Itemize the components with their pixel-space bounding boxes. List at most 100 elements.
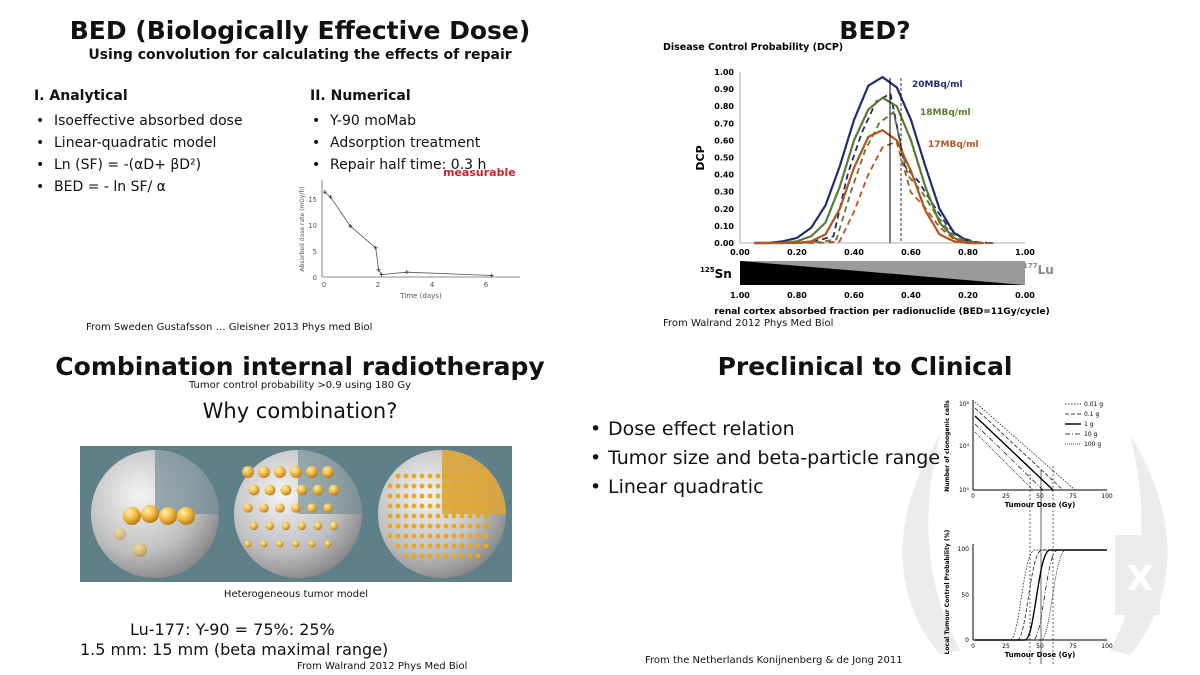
dose-rate-ylabel: Absorbed dose rate (mGy/h) [299,186,306,271]
top-xtick: 0 [971,493,975,500]
analytical-item: Isoeffective absorbed dose [34,110,243,132]
preclinical-source: From the Netherlands Konijnenberg & de J… [645,655,903,666]
top-xtick: 50 [1036,493,1044,500]
dcp-bottom-tick: 0.20 [958,291,978,300]
bottom-xlabel: Tumour Dose (Gy) [1005,651,1076,659]
dose-rate-ytick: 0 [313,274,317,282]
dcp-xtick-label: 0.40 [844,248,864,257]
dose-rate-point [373,245,378,250]
bed-source: From Sweden Gustafsson … Gleisner 2013 P… [86,322,373,333]
dose-rate-xtick: 4 [430,281,435,289]
dcp-annotation-18: 18MBq/ml [920,108,971,118]
analytical-item: Ln (SF) = -(αD+ βD²) [34,154,243,176]
bed-question-title: BED? [839,16,911,45]
dose-rate-ytick: 15 [308,196,317,204]
dcp-ytick-label: 0.40 [714,171,734,180]
dcp-ytick-label: 0.70 [714,119,734,128]
numerical-list: Y-90 moMab Adsorption treatment Repair h… [310,110,486,176]
bed-chart-source: From Walrand 2012 Phys Med Biol [663,318,834,329]
dcp-annotation-17: 17MBq/ml [928,140,979,150]
dcp-ytick-label: 1.00 [714,68,734,77]
bottom-xtick: 0 [971,643,975,650]
preclinical-list: Dose effect relation Tumor size and beta… [588,415,940,502]
dcp-xtick-label: 0.20 [787,248,807,257]
analytical-item: Linear-quadratic model [34,132,243,154]
measurable-note: measurable [443,166,516,179]
dcp-chart-title: Disease Control Probability (DCP) [663,42,843,53]
numerical-heading: II. Numerical [310,88,411,104]
legend-label: 1 g [1084,421,1094,428]
dose-rate-point [376,267,381,272]
dcp-ytick-label: 0.10 [714,222,734,231]
dcp-xtick-label: 0.80 [958,248,978,257]
dose-rate-ytick: 5 [313,248,317,256]
top-xtick: 100 [1101,493,1113,500]
dcp-series-line [754,75,983,245]
dose-rate-point [489,273,494,278]
dcp-bottom-tick: 0.60 [844,291,864,300]
legend-label: 10 g [1084,431,1098,438]
preclinical-title: Preclinical to Clinical [717,352,1013,381]
sphere-cut [155,450,219,514]
dcp-xtick-label: 0.00 [730,248,750,257]
dcp-ytick-label: 0.90 [714,85,734,94]
top-xtick: 75 [1069,493,1077,500]
tumor-model-caption: Heterogeneous tumor model [223,589,369,600]
dcp-ytick-label: 0.50 [714,154,734,163]
top-ytick: 10⁸ [959,401,970,408]
dcp-ylabel: DCP [694,145,707,170]
legend-label: 0.1 g [1084,411,1099,418]
dose-rate-point [322,190,327,195]
dcp-bottom-tick: 1.00 [730,291,750,300]
dose-rate-curve [324,191,492,276]
legend-label: 100 g [1084,441,1101,448]
bottom-ytick: 50 [961,592,969,599]
dose-rate-point [379,272,384,277]
dcp-bottom-tick: 0.00 [1015,291,1035,300]
dcp-ytick-label: 0.30 [714,188,734,197]
top-ytick: 10⁴ [959,443,970,450]
dose-rate-xtick: 2 [376,281,380,289]
combination-title: Combination internal radiotherapy [55,352,545,381]
dose-rate-point [404,270,409,275]
top-xtick: 25 [1002,493,1010,500]
analytical-heading: I. Analytical [34,88,128,104]
bottom-xtick: 50 [1036,643,1044,650]
legend-label: 0.01 g [1084,401,1103,408]
lu-label: 177Lu [1023,262,1054,277]
dcp-chart: Disease Control Probability (DCP) DCP 0.… [663,42,1054,317]
bottom-ytick: 100 [958,546,970,553]
preclinical-item: Dose effect relation [588,415,940,444]
combination-subtitle: Tumor control probability >0.9 using 180… [188,380,412,391]
dcp-annotation-20: 20MBq/ml [912,80,963,90]
numerical-item: Adsorption treatment [310,132,486,154]
tumor-model-image [80,446,512,582]
dcp-xtick-label: 1.00 [1015,248,1035,257]
dose-rate-point [328,194,333,199]
dose-rate-ytick: 10 [308,222,317,230]
numerical-item: Repair half time: 0.3 h [310,154,486,176]
range-line: 1.5 mm: 15 mm (beta maximal range) [80,640,389,659]
bed-title: BED (Biologically Effective Dose) [69,16,531,45]
preclinical-item: Linear quadratic [588,473,940,502]
dose-rate-xtick: 0 [322,281,326,289]
ratio-band-wedge [740,261,1025,285]
dcp-ytick-label: 0.20 [714,205,734,214]
bottom-ytick: 0 [965,637,969,644]
dcp-series-dashed [768,140,997,244]
ratio-line: Lu-177: Y-90 = 75%: 25% [130,620,335,639]
bottom-ylabel: Local Tumour Control Probability (%) [944,529,951,654]
why-combination: Why combination? [202,399,398,423]
dose-rate-plot: 0 5 10 15 0 2 4 6 Time (days) Absorbed d… [299,180,520,300]
analytical-item: BED = - ln SF/ α [34,176,243,198]
sn-label: 125Sn [700,266,732,281]
bottom-xtick: 75 [1069,643,1077,650]
dose-rate-xtick: 6 [484,281,489,289]
top-xlabel: Tumour Dose (Gy) [1005,501,1076,509]
dcp-series-dashed [765,110,994,244]
bottom-xtick: 100 [1101,643,1113,650]
numerical-item: Y-90 moMab [310,110,486,132]
dcp-xlabel: renal cortex absorbed fraction per radio… [714,307,1049,317]
dcp-xtick-label: 0.60 [901,248,921,257]
dose-rate-point [348,224,353,229]
